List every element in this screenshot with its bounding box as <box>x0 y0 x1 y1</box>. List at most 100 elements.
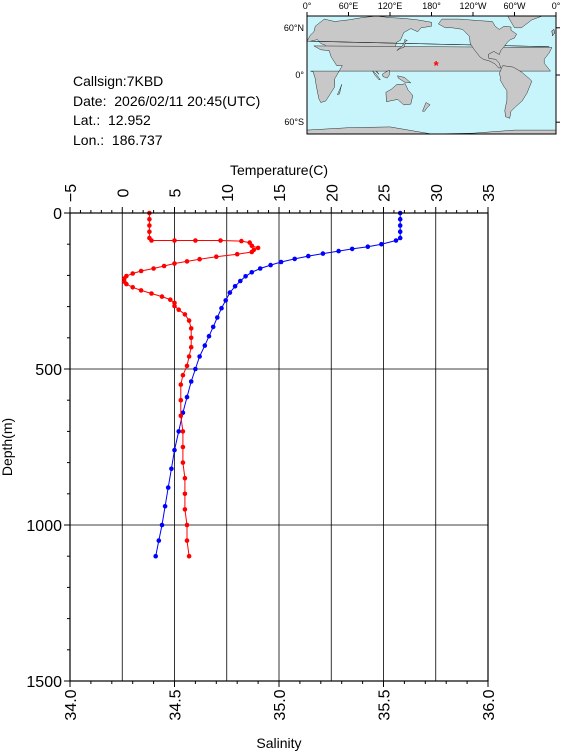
salinity-tick-label: 34.5 <box>168 689 185 720</box>
map-lat-label: 60°N <box>284 23 304 33</box>
temperature-data-point <box>197 354 202 359</box>
salinity-data-point <box>249 243 255 249</box>
temperature-data-point <box>184 394 190 400</box>
longitude-text: Lon.: 186.737 <box>73 131 163 148</box>
salinity-data-point <box>182 507 188 512</box>
chart-series <box>122 210 403 559</box>
temperature-data-point <box>172 447 177 453</box>
salinity-data-point <box>193 238 198 243</box>
land-mass <box>438 18 517 69</box>
salinity-data-point <box>124 281 129 287</box>
map-lon-label: 0° <box>552 1 561 11</box>
land-mass <box>499 65 533 119</box>
salinity-data-point <box>180 429 186 434</box>
salinity-tick-labels: 34.0 34.5 35.0 35.5 36.0 <box>63 689 498 720</box>
temperature-tick-labels: −5 0 5 10 15 20 25 30 35 <box>63 184 498 202</box>
station-info: Callsign:7KBD Date: 2026/02/11 20:45(UTC… <box>73 72 260 150</box>
chart-grid <box>69 212 489 682</box>
salinity-data-point <box>172 303 177 309</box>
temperature-data-point <box>162 504 168 509</box>
temperature-data-point <box>206 333 212 339</box>
salinity-data-point <box>138 268 144 274</box>
depth-tick-label: 1000 <box>26 518 62 535</box>
axis-ticks <box>64 207 489 687</box>
temperature-data-point <box>397 229 403 234</box>
temperature-data-point <box>156 538 162 543</box>
salinity-data-point <box>182 491 188 497</box>
temperature-data-point <box>227 290 233 295</box>
temperature-data-point <box>397 223 403 228</box>
map-lon-label: 0° <box>303 1 312 11</box>
salinity-data-point <box>182 312 188 317</box>
salinity-data-point <box>151 266 156 271</box>
temperature-axis-label: Temperature(C) <box>230 162 328 178</box>
salinity-data-point <box>172 261 177 266</box>
salinity-data-point <box>184 538 190 543</box>
salinity-data-point <box>147 223 152 228</box>
temperature-data-point <box>159 522 165 528</box>
salinity-data-point <box>168 297 173 303</box>
salinity-profile-line <box>123 213 260 557</box>
temperature-data-point <box>320 251 326 256</box>
temperature-data-point <box>202 343 208 348</box>
temperature-tick-label: 25 <box>377 184 394 202</box>
temperature-data-point <box>397 216 403 222</box>
salinity-data-point <box>138 288 144 293</box>
map-latitude-labels: 60°N 0° 60°S <box>284 23 305 127</box>
temperature-tick-label: 0 <box>115 188 132 197</box>
map-lon-label: 120°E <box>378 1 403 11</box>
temperature-data-point <box>379 241 384 247</box>
temperature-data-point <box>232 284 238 289</box>
temperature-data-point <box>153 553 158 559</box>
salinity-data-point <box>178 397 184 403</box>
temperature-tick-label: 15 <box>272 184 289 202</box>
depth-tick-label: 500 <box>35 362 62 379</box>
land-mass <box>551 29 555 37</box>
salinity-data-point <box>186 318 192 323</box>
salinity-data-point <box>178 382 184 387</box>
temperature-data-point <box>257 266 263 271</box>
map-land <box>306 15 557 135</box>
salinity-data-point <box>234 251 240 257</box>
temperature-tick-label: 35 <box>481 184 498 202</box>
salinity-tick-label: 35.5 <box>377 689 394 720</box>
map-lon-label: 60°E <box>339 1 359 11</box>
temperature-data-point <box>365 244 371 249</box>
temperature-data-point <box>349 246 355 252</box>
map-lat-label: 0° <box>295 70 304 80</box>
salinity-data-point <box>186 553 192 559</box>
temperature-data-point <box>165 485 171 490</box>
salinity-data-point <box>180 444 186 450</box>
salinity-tick-label: 34.0 <box>63 689 80 720</box>
salinity-data-point <box>218 238 223 243</box>
temperature-profile-line <box>155 213 401 557</box>
salinity-data-point <box>214 254 219 259</box>
temperature-data-point <box>219 305 224 311</box>
temperature-tick-label: 20 <box>324 184 341 202</box>
station-star-icon: * <box>434 58 440 73</box>
salinity-data-point <box>249 249 255 255</box>
salinity-tick-label: 35.0 <box>272 689 289 720</box>
salinity-data-point <box>172 238 177 243</box>
salinity-data-point <box>149 238 154 243</box>
salinity-data-point <box>239 238 244 244</box>
depth-tick-label: 0 <box>53 206 62 223</box>
temperature-data-point <box>223 298 228 303</box>
temperature-data-point <box>397 235 403 241</box>
salinity-data-point <box>176 307 181 313</box>
salinity-data-point <box>197 256 202 262</box>
salinity-data-point <box>188 326 194 331</box>
temperature-data-point <box>292 256 298 262</box>
temperature-data-point <box>336 248 341 254</box>
temperature-data-point <box>169 466 174 472</box>
map-ticks <box>306 12 560 123</box>
land-mass <box>337 84 342 96</box>
station-marker: * <box>434 58 440 73</box>
salinity-data-point <box>159 294 165 299</box>
salinity-data-point <box>130 271 135 276</box>
salinity-data-point <box>188 344 194 350</box>
salinity-data-point <box>180 460 186 465</box>
land-mass <box>396 39 408 51</box>
salinity-data-point <box>188 335 194 341</box>
land-mass <box>397 75 412 84</box>
